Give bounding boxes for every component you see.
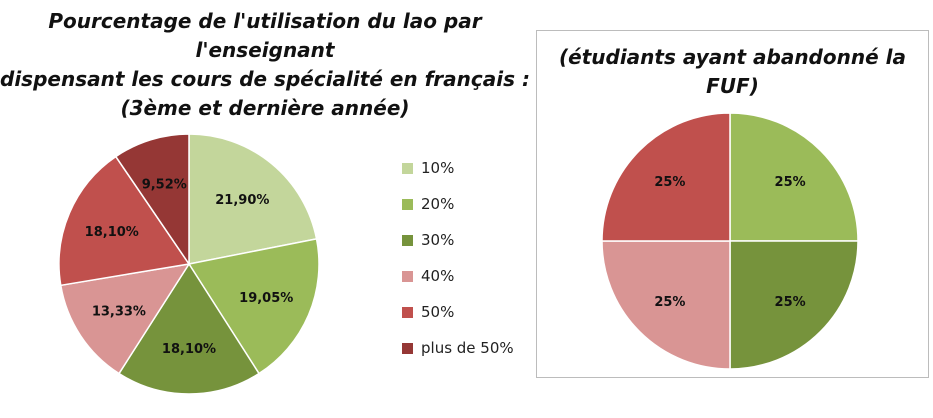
pie0-data-label-2: 18,10% (162, 342, 216, 357)
left-chart-panel: Pourcentage de l'utilisation du lao par … (0, 7, 530, 395)
legend-label-0: 10% (421, 159, 455, 177)
left-chart-title: Pourcentage de l'utilisation du lao par … (0, 7, 530, 123)
left-pie-chart: 21,90% 19,05% 18,10% 13,33% 18,10% 9,52% (58, 133, 320, 395)
pie0-slice-0 (188, 133, 318, 265)
legend-label-2: 30% (421, 231, 455, 249)
legend-entry-1: 20% (402, 186, 514, 222)
pie0-data-label-5: 9,52% (142, 178, 187, 193)
pie1-slice-2 (601, 240, 731, 370)
pie1-slice-3 (601, 112, 731, 242)
legend-entry-2: 30% (402, 222, 514, 258)
left-title-line-3: (3ème et dernière année) (120, 96, 410, 120)
pie0-data-label-3: 13,33% (92, 304, 146, 319)
legend-entry-0: 10% (402, 150, 514, 186)
pie1-slice-0 (729, 112, 859, 242)
left-chart-legend: 10% 20% 30% 40% 50% plus de 50% (402, 150, 514, 366)
legend-swatch-2 (402, 234, 413, 246)
left-title-line-2: dispensant les cours de spécialité en fr… (0, 67, 530, 91)
pie0-slice-4 (58, 155, 191, 287)
legend-swatch-3 (402, 270, 413, 282)
right-chart-panel: (étudiants ayant abandonné la FUF) 25% 25… (536, 30, 929, 378)
pie0-slice-2 (117, 262, 261, 395)
legend-label-3: 40% (421, 267, 455, 285)
pie1-data-label-3: 25% (654, 175, 685, 190)
pie0-data-label-4: 18,10% (85, 225, 139, 240)
pie0-data-label-1: 19,05% (239, 291, 293, 306)
legend-label-1: 20% (421, 195, 455, 213)
pie1-data-label-0: 25% (775, 175, 806, 190)
right-pie-chart: 25% 25% 25% 25% (601, 112, 859, 370)
pie0-slice-3 (59, 262, 191, 375)
left-title-line-1: Pourcentage de l'utilisation du lao par … (48, 9, 482, 62)
pie0-data-label-0: 21,90% (215, 193, 269, 208)
pie0-slice-5 (114, 133, 190, 267)
pie1-data-label-2: 25% (654, 295, 685, 310)
legend-swatch-1 (402, 198, 413, 210)
pie1-data-label-1: 25% (775, 295, 806, 310)
legend-entry-4: 50% (402, 294, 514, 330)
right-title-line-1: (étudiants ayant abandonné la FUF) (559, 45, 906, 98)
legend-swatch-0 (402, 162, 413, 174)
legend-label-5: plus de 50% (421, 339, 514, 357)
legend-label-4: 50% (421, 303, 455, 321)
legend-entry-3: 40% (402, 258, 514, 294)
pie0-slice-1 (187, 237, 320, 375)
right-chart-title: (étudiants ayant abandonné la FUF) (537, 43, 928, 101)
legend-swatch-4 (402, 306, 413, 318)
legend-swatch-5 (402, 342, 413, 354)
legend-entry-5: plus de 50% (402, 330, 514, 366)
pie1-slice-1 (729, 240, 859, 370)
